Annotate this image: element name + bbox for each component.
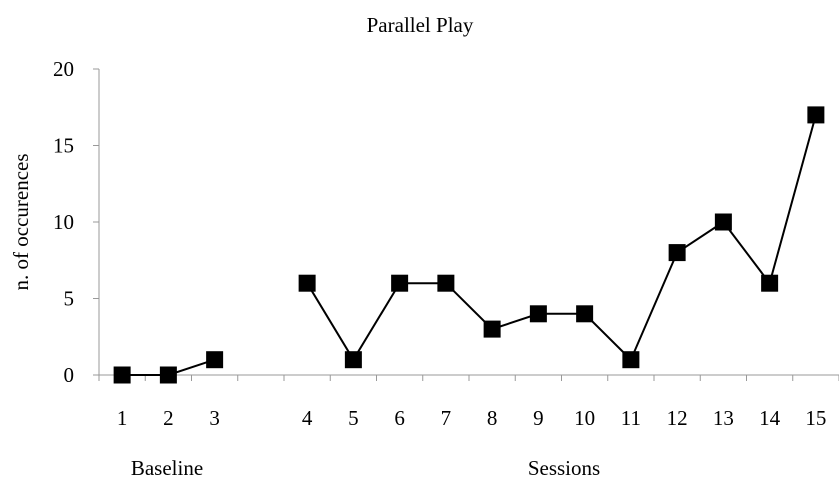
y-tick-label: 10 [53, 210, 74, 234]
data-point-marker-session-4 [298, 274, 316, 292]
y-tick-label: 5 [64, 287, 75, 311]
x-tick-label: 13 [713, 406, 734, 430]
x-tick-label: 9 [533, 406, 544, 430]
chart-title: Parallel Play [367, 13, 474, 37]
group-label-sessions: Sessions [528, 456, 600, 480]
x-tick-label: 8 [487, 406, 498, 430]
x-tick-label: 11 [621, 406, 641, 430]
series-line-segment-2 [306, 114, 817, 362]
x-tick-label: 7 [441, 406, 452, 430]
data-point-marker-session-3 [206, 351, 224, 369]
x-tick-label: 2 [163, 406, 174, 430]
data-point-marker-session-9 [529, 305, 547, 323]
x-tick-label: 10 [574, 406, 595, 430]
data-point-marker-session-1 [113, 366, 131, 384]
data-point-marker-session-13 [714, 213, 732, 231]
data-point-marker-session-5 [344, 351, 362, 369]
y-tick-label: 15 [53, 134, 74, 158]
data-point-marker-session-10 [576, 305, 594, 323]
data-point-marker-session-2 [159, 366, 177, 384]
x-tick-label: 14 [759, 406, 781, 430]
x-tick-label: 1 [117, 406, 128, 430]
x-tick-label: 5 [348, 406, 359, 430]
y-tick-label: 20 [53, 57, 74, 81]
group-label-baseline: Baseline [131, 456, 203, 480]
y-tick-label: 0 [64, 363, 75, 387]
data-point-marker-session-12 [668, 244, 686, 262]
x-tick-label: 12 [667, 406, 688, 430]
x-tick-label: 6 [394, 406, 405, 430]
data-point-marker-session-6 [391, 274, 409, 292]
data-point-marker-session-14 [761, 274, 779, 292]
data-point-marker-session-8 [483, 320, 501, 338]
x-tick-label: 15 [805, 406, 826, 430]
y-axis-title: n. of occurences [9, 153, 33, 290]
data-point-marker-session-7 [437, 274, 455, 292]
data-point-marker-session-15 [807, 106, 825, 124]
x-tick-label: 3 [209, 406, 220, 430]
data-point-marker-session-11 [622, 351, 640, 369]
x-tick-label: 4 [302, 406, 313, 430]
